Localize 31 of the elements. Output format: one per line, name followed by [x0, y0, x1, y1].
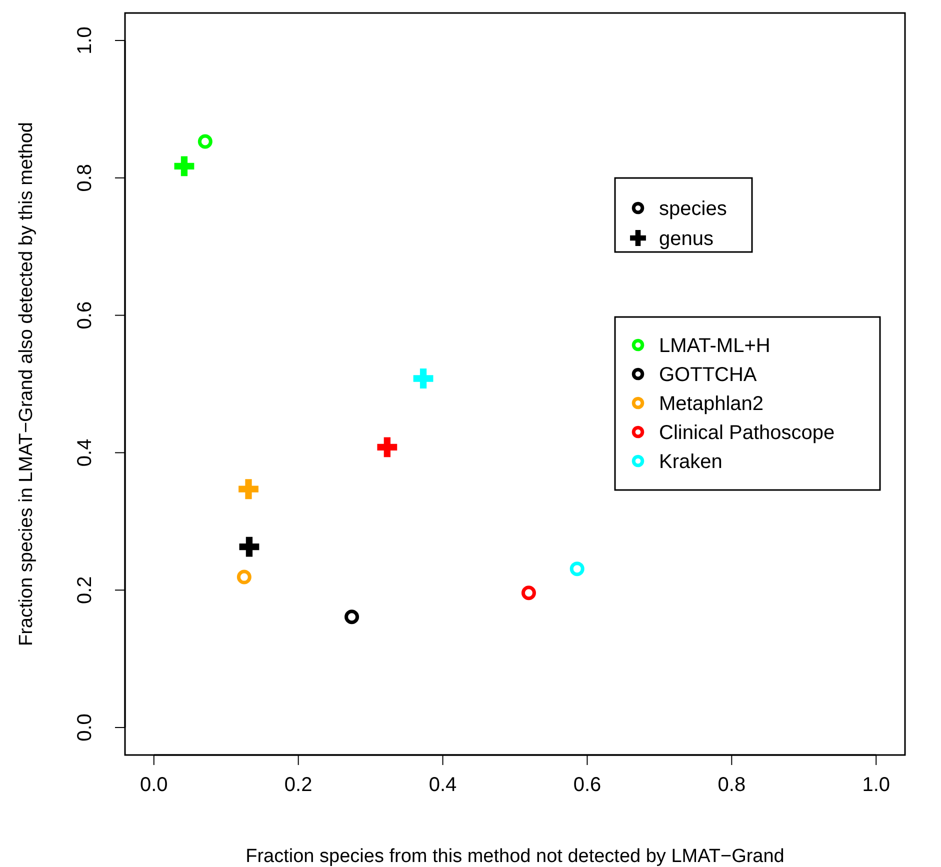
x-tick-label: 0.8: [718, 774, 746, 796]
y-tick-label: 1.0: [74, 26, 96, 54]
y-tick-label: 0.4: [74, 438, 96, 467]
x-tick-label: 0.4: [428, 774, 457, 796]
y-tick-label: 0.8: [74, 164, 96, 192]
legend-label: Clinical Pathoscope: [659, 422, 835, 444]
legend-label: LMAT-ML+H: [659, 335, 770, 357]
point: [236, 570, 252, 584]
y-tick-label: 0.6: [74, 301, 96, 330]
y-tick-label: 0.2: [74, 576, 96, 604]
x-tick-label: 0.0: [140, 774, 168, 796]
legend-label: Kraken: [659, 451, 722, 473]
x-axis-title: Fraction species from this method not detected by LMAT−Grand: [246, 846, 784, 867]
point: [344, 610, 360, 624]
annotation: genus: [659, 228, 714, 250]
point: [174, 156, 194, 176]
x-tick-label: 0.2: [284, 774, 312, 796]
y-tick-label: 0.0: [74, 714, 96, 742]
point: [377, 437, 398, 458]
point: [239, 536, 260, 557]
legend-label: Metaphlan2: [659, 393, 764, 415]
point: [238, 479, 258, 500]
x-tick-label: 0.6: [573, 774, 602, 796]
legend-label: GOTTCHA: [659, 364, 758, 386]
point: [570, 562, 584, 576]
y-axis-title: Fraction species in LMAT−Grand also detected by this method: [16, 122, 37, 646]
annotation: species: [659, 198, 727, 220]
point: [521, 586, 536, 600]
point: [198, 134, 212, 149]
x-tick-label: 1.0: [862, 774, 890, 796]
point: [413, 368, 434, 388]
